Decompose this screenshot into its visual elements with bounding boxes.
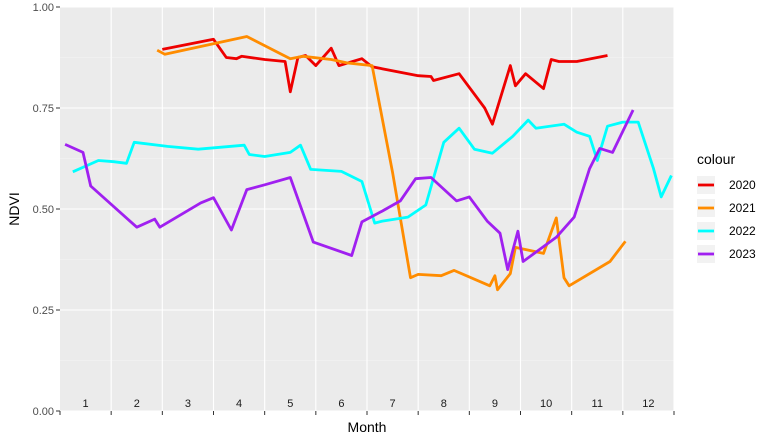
month-label: 9 [492, 398, 498, 410]
month-label: 3 [185, 398, 191, 410]
y-tick-label: 0.00 [33, 406, 54, 418]
legend-title: colour [697, 151, 735, 167]
y-axis: 0.00 0.25 0.50 0.75 1.00 [33, 2, 60, 418]
y-axis-title: NDVI [6, 192, 22, 225]
month-label: 12 [642, 398, 654, 410]
month-label: 11 [592, 398, 603, 410]
y-tick-label: 1.00 [33, 2, 54, 14]
y-tick-label: 0.75 [33, 103, 54, 115]
month-label: 10 [540, 398, 552, 410]
legend-label-2023: 2023 [729, 247, 756, 261]
month-label: 1 [83, 398, 89, 410]
x-axis [59, 411, 675, 415]
major-gridlines [60, 6, 675, 412]
month-label: 8 [441, 398, 447, 410]
series-line-2022 [72, 118, 673, 225]
series-line-2021 [156, 35, 627, 292]
legend-label-2022: 2022 [729, 224, 756, 238]
month-label: 5 [287, 398, 293, 410]
month-labels: 1 2 3 4 5 6 7 8 9 10 11 12 [83, 398, 655, 410]
series-lines [64, 35, 673, 292]
y-tick-label: 0.25 [33, 305, 54, 317]
legend-label-2021: 2021 [729, 201, 756, 215]
y-tick-label: 0.50 [33, 204, 54, 216]
legend: colour 2020 2021 2022 2023 [697, 151, 756, 263]
month-label: 7 [390, 398, 396, 410]
month-label: 2 [134, 398, 140, 410]
month-label: 4 [236, 398, 242, 410]
month-label: 6 [338, 398, 344, 410]
x-axis-title: Month [348, 419, 387, 435]
legend-label-2020: 2020 [729, 178, 756, 192]
series-line-2023 [64, 109, 635, 272]
